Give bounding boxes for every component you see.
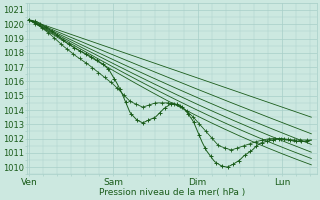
X-axis label: Pression niveau de la mer( hPa ): Pression niveau de la mer( hPa ) xyxy=(99,188,245,197)
